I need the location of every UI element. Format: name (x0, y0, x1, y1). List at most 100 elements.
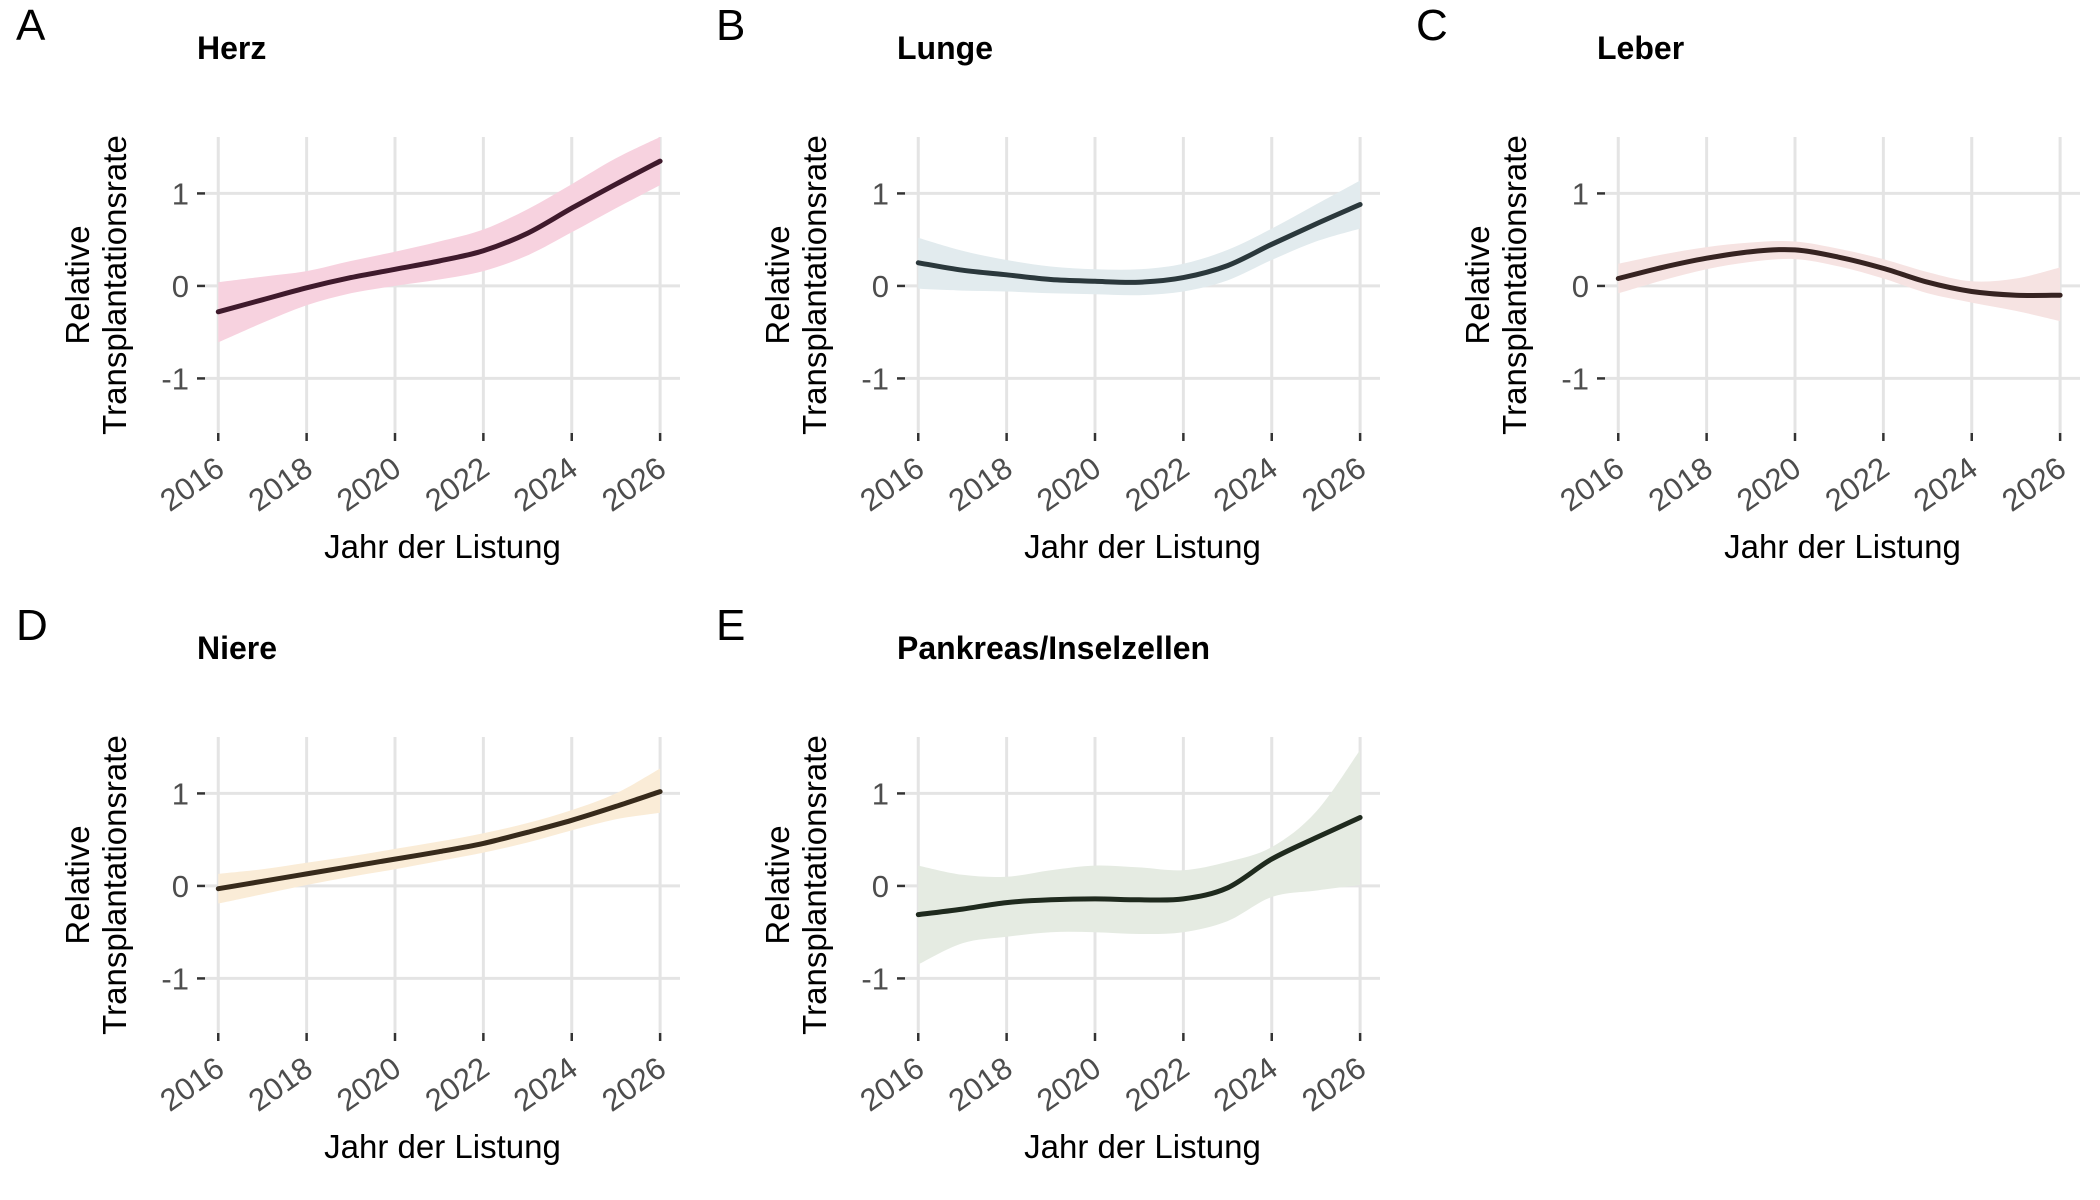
panel-title-pankreas: Pankreas/Inselzellen (897, 630, 1211, 666)
chart-niere: 1 0 -1 2016 2018 2020 2022 2024 2026 (154, 737, 680, 1118)
y-tick-label: -1 (861, 961, 889, 996)
chart-pankreas: 1 0 -1 2016 2018 2020 2022 2024 2026 (854, 737, 1380, 1118)
trend-line (915, 202, 1363, 285)
y-tick-label: 0 (172, 869, 189, 904)
y-tick-label: 1 (872, 776, 889, 811)
x-tick-label: 2016 (854, 450, 931, 518)
y-tick-label: 1 (1572, 176, 1589, 211)
x-tick-label: 2018 (942, 450, 1019, 518)
trend-line (915, 815, 1363, 918)
panel-letter-b: B (716, 1, 746, 50)
x-tick-label: 2022 (1819, 450, 1896, 518)
plot-area (915, 180, 1363, 296)
y-tick-label: -1 (1561, 361, 1589, 396)
chart-herz: 1 0 -1 2016 2018 2020 2022 2024 2026 (154, 137, 680, 518)
confidence-band (918, 750, 1361, 965)
y-tick-label: 0 (1572, 269, 1589, 304)
empty-cell (1400, 600, 2100, 1200)
y-axis-title-line1: Relative (59, 825, 97, 945)
y-tick-label: 1 (872, 176, 889, 211)
y-axis-title-line2: Transplantationsrate (796, 735, 833, 1035)
panel-letter-d: D (16, 601, 48, 650)
x-axis-title: Jahr der Listung (324, 528, 561, 565)
x-tick-label: 2016 (154, 450, 231, 518)
y-tick-label: -1 (161, 961, 189, 996)
panel-leber: C Leber Relative Transplantationsrate 1 0… (1400, 0, 2100, 600)
y-axis-title: Relative Transplantationsrate (759, 735, 834, 1035)
x-axis-title: Jahr der Listung (1024, 1128, 1261, 1165)
x-tick-label: 2020 (1030, 450, 1107, 518)
x-tick-label: 2026 (596, 1050, 673, 1118)
y-axis-title: Relative Transplantationsrate (1459, 135, 1534, 435)
y-tick-label: 0 (172, 269, 189, 304)
x-axis-title: Jahr der Listung (1724, 528, 1961, 565)
y-tick-label: 0 (872, 269, 889, 304)
panel-lunge: B Lunge Relative Transplantationsrate 1 0… (700, 0, 1400, 600)
x-tick-label: 2018 (942, 1050, 1019, 1118)
y-tick-label: 1 (172, 776, 189, 811)
axes: 1 0 -1 2016 2018 2020 2022 2024 2026 (154, 776, 672, 1118)
y-axis-title-line1: Relative (759, 825, 797, 945)
y-axis-title-line1: Relative (759, 225, 797, 345)
y-tick-label: -1 (861, 361, 889, 396)
x-tick-label: 2022 (1119, 450, 1196, 518)
panel-letter-a: A (16, 1, 46, 50)
panel-niere: D Niere Relative Transplantationsrate 1 0… (0, 600, 700, 1200)
y-axis-title: Relative Transplantationsrate (759, 135, 834, 435)
x-tick-label: 2018 (242, 1050, 319, 1118)
y-tick-label: -1 (161, 361, 189, 396)
y-tick-label: 0 (872, 869, 889, 904)
x-tick-label: 2020 (330, 450, 407, 518)
axes: 1 0 -1 2016 2018 2020 2022 2024 2026 (154, 176, 672, 518)
x-tick-label: 2024 (507, 1050, 584, 1118)
y-axis-title-line1: Relative (1459, 225, 1497, 345)
panel-title-herz: Herz (197, 30, 267, 66)
x-tick-label: 2016 (854, 1050, 931, 1118)
trend-line (215, 158, 663, 315)
plot-area (215, 137, 663, 343)
x-tick-label: 2016 (1554, 450, 1631, 518)
panel-letter-e: E (716, 601, 746, 650)
y-axis-title-line2: Transplantationsrate (796, 135, 833, 435)
x-tick-label: 2024 (1907, 450, 1984, 518)
x-tick-label: 2016 (154, 1050, 231, 1118)
x-tick-label: 2018 (1642, 450, 1719, 518)
x-tick-label: 2022 (419, 1050, 496, 1118)
grid (205, 137, 680, 433)
panel-herz: A Herz Relative Transplantationsrate 1 0 -… (0, 0, 700, 600)
panel-title-leber: Leber (1597, 30, 1685, 66)
panel-pankreas: E Pankreas/Inselzellen Relative Transpla… (700, 600, 1400, 1200)
x-tick-label: 2024 (1207, 1050, 1284, 1118)
trend-line (1615, 247, 2063, 298)
panel-title-niere: Niere (197, 630, 278, 666)
confidence-band (1618, 241, 2061, 322)
x-tick-label: 2026 (1996, 450, 2073, 518)
confidence-band (218, 768, 661, 904)
y-axis-title-line2: Transplantationsrate (1496, 135, 1533, 435)
confidence-band (918, 180, 1361, 296)
x-tick-label: 2026 (1296, 1050, 1373, 1118)
x-axis-title: Jahr der Listung (324, 1128, 561, 1165)
x-tick-label: 2018 (242, 450, 319, 518)
x-tick-label: 2024 (507, 450, 584, 518)
x-tick-label: 2020 (1030, 1050, 1107, 1118)
x-tick-label: 2026 (1296, 450, 1373, 518)
y-axis-title: Relative Transplantationsrate (59, 135, 134, 435)
panel-letter-c: C (1416, 1, 1448, 50)
x-tick-label: 2020 (330, 1050, 407, 1118)
y-axis-title-line2: Transplantationsrate (96, 735, 133, 1035)
x-tick-label: 2022 (1119, 1050, 1196, 1118)
x-tick-label: 2024 (1207, 450, 1284, 518)
axes: 1 0 -1 2016 2018 2020 2022 2024 2026 (1554, 176, 2072, 518)
grid (205, 737, 680, 1033)
x-tick-label: 2020 (1730, 450, 1807, 518)
y-axis-title: Relative Transplantationsrate (59, 735, 134, 1035)
trend-line (215, 789, 663, 892)
x-tick-label: 2022 (419, 450, 496, 518)
y-axis-title-line2: Transplantationsrate (96, 135, 133, 435)
panel-title-lunge: Lunge (897, 30, 993, 66)
confidence-band (218, 137, 661, 343)
plot-area (215, 768, 663, 904)
chart-leber: 1 0 -1 2016 2018 2020 2022 2024 2026 (1554, 137, 2080, 518)
